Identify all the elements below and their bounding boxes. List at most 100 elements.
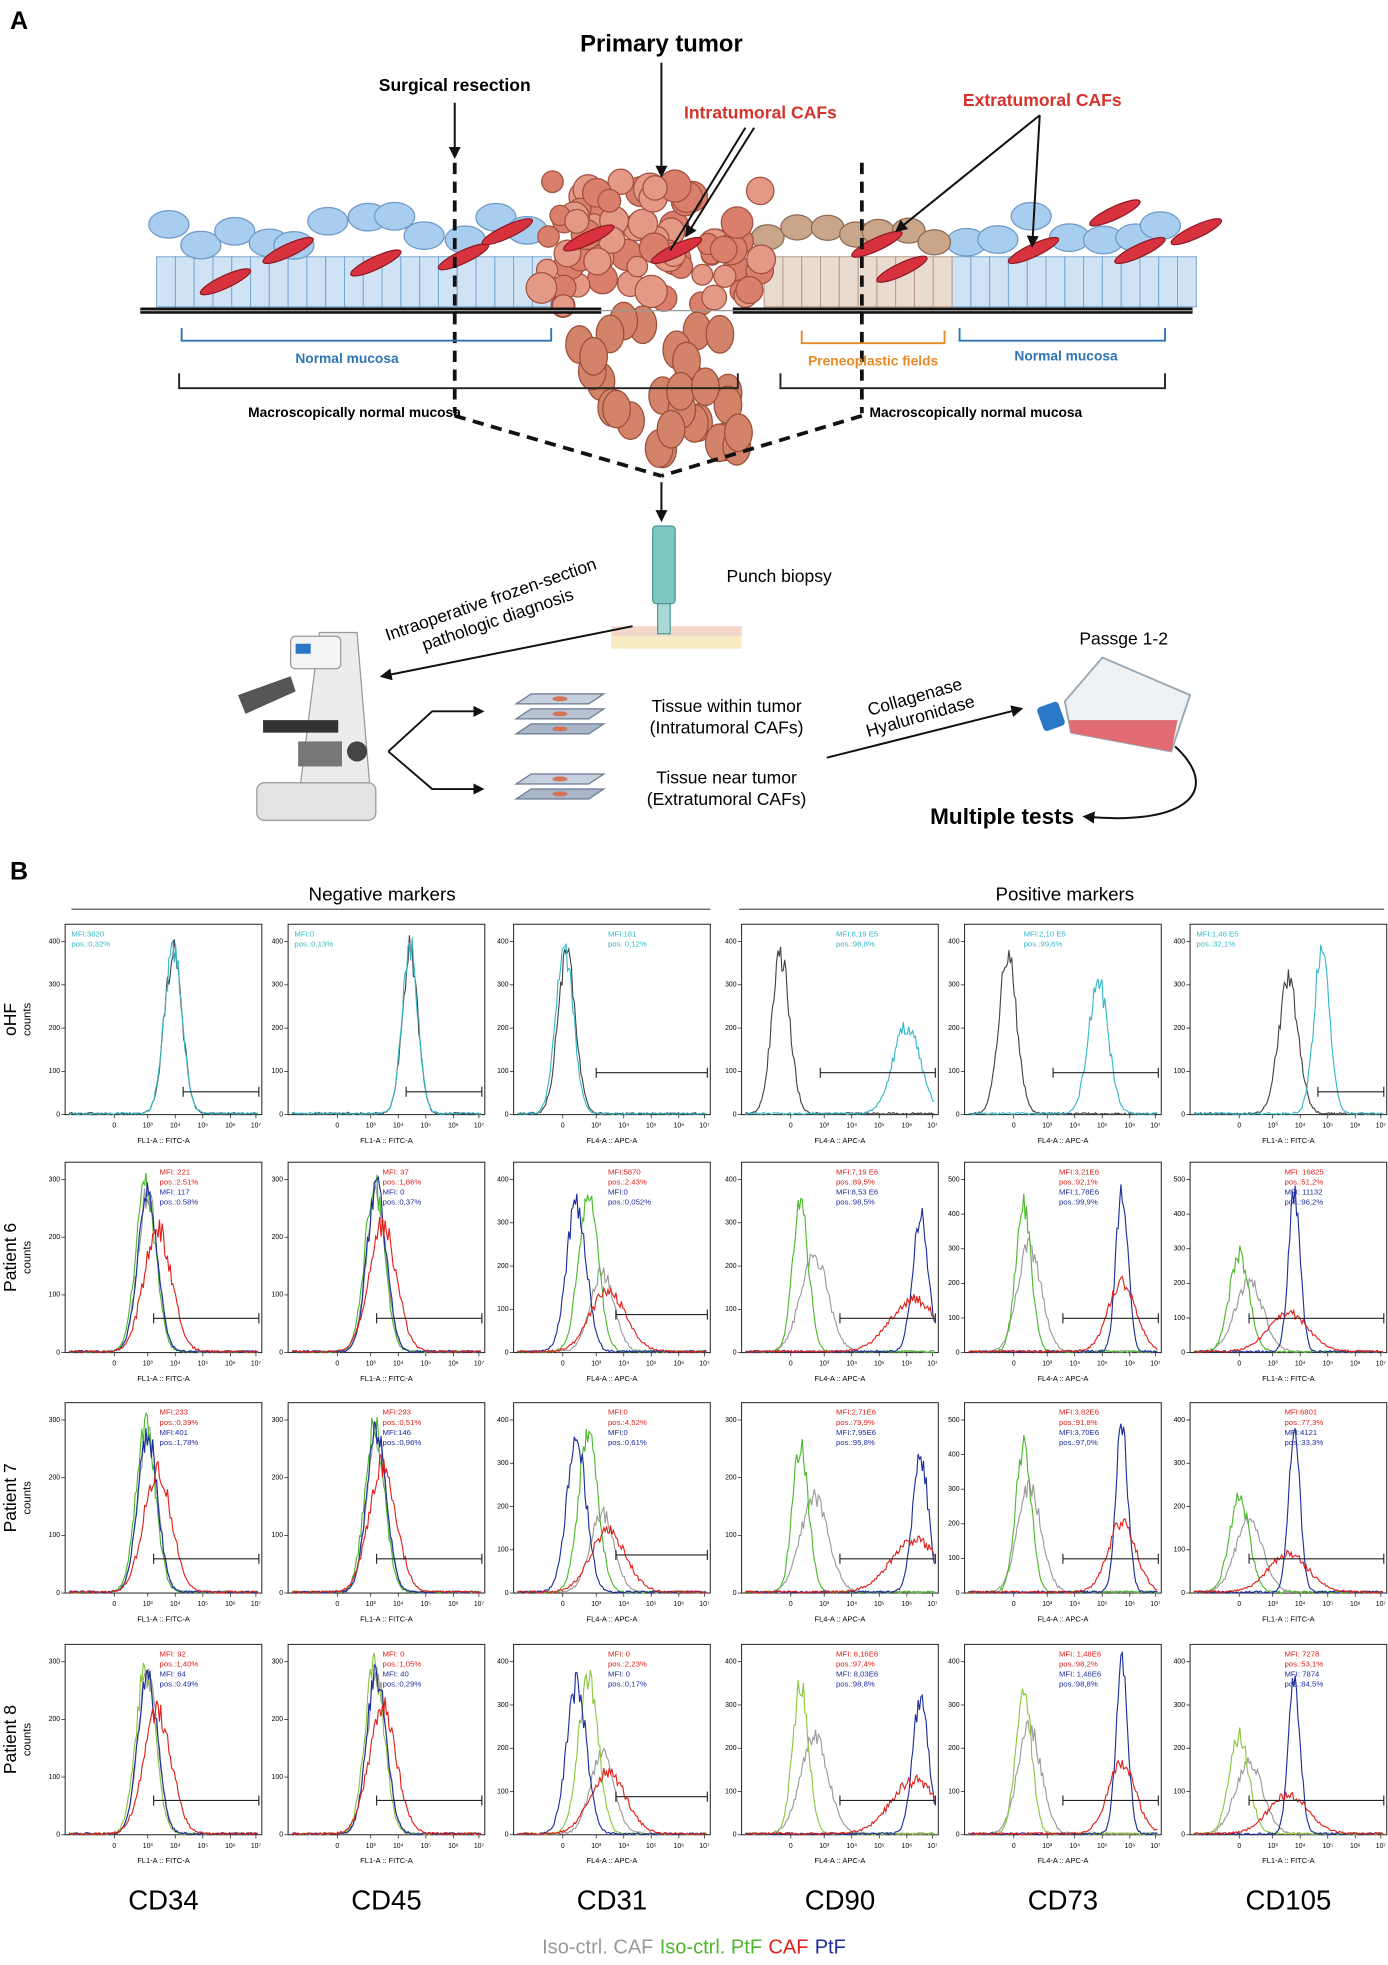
y-tick-label: 400: [49, 938, 61, 945]
x-axis-label: FL4-A :: APC-A: [815, 1856, 866, 1865]
y-tick-label: 400: [948, 1211, 960, 1218]
stat-label: pos.:0,61%: [608, 1438, 647, 1447]
epithelial-cell: [287, 256, 308, 308]
cell: [917, 229, 952, 256]
plot-frame: [741, 923, 939, 1116]
histogram-curve: [291, 1217, 481, 1354]
y-tick-label: 0: [733, 1111, 737, 1118]
x-tick-label: 10³: [366, 1361, 377, 1368]
x-tick-label: 10⁷: [699, 1361, 710, 1368]
y-tick-label: 400: [1174, 1659, 1186, 1666]
x-axis-label: FL4-A :: APC-A: [815, 1374, 866, 1383]
marker-label: CD73: [1028, 1885, 1098, 1916]
y-tick-label: 100: [948, 1068, 960, 1075]
stat-label: MFI: 6,16E6: [836, 1649, 878, 1658]
x-tick-label: 10⁴: [393, 1361, 404, 1368]
tumor-cell: [713, 264, 737, 288]
tumor-cell: [691, 263, 714, 286]
y-tick-label: 200: [497, 1745, 509, 1752]
label: (Extratumoral CAFs): [647, 789, 807, 809]
y-tick-label: 400: [497, 1417, 509, 1424]
gate: [839, 1313, 936, 1324]
epithelial-cell: [1026, 256, 1047, 308]
plot-frame: [64, 1161, 263, 1354]
plot-frame: [513, 1643, 711, 1836]
x-tick-label: 0: [112, 1601, 116, 1608]
epithelial-cell: [782, 256, 803, 308]
x-tick-label: 10⁵: [198, 1601, 209, 1608]
y-tick-label: 400: [1174, 1417, 1186, 1424]
legend-item: Iso-ctrl. PtF: [660, 1937, 762, 1959]
marker-label: CD45: [351, 1885, 421, 1916]
x-tick-label: 0: [789, 1123, 793, 1130]
histogram-curve: [517, 946, 707, 1116]
marker-label: CD90: [805, 1885, 875, 1916]
diagnosis-label: Intraoperative frozen-section pathologic…: [382, 554, 598, 655]
y-tick-label: 300: [497, 1702, 509, 1709]
histogram-curve: [745, 1773, 935, 1836]
histogram-curve: [517, 1671, 707, 1836]
gate: [1248, 1553, 1385, 1564]
x-tick-label: 10⁴: [618, 1843, 629, 1850]
stat-label: pos.:0,39%: [160, 1418, 199, 1427]
y-tick-label: 100: [272, 1532, 284, 1539]
x-tick-label: 10⁵: [198, 1843, 209, 1850]
epithelial-cell: [970, 256, 991, 308]
x-tick-label: 0: [1012, 1361, 1016, 1368]
y-tick-label: 100: [725, 1788, 737, 1795]
y-tick-label: 300: [725, 1417, 737, 1424]
x-tick-label: 0: [335, 1123, 339, 1130]
x-tick-label: 10³: [819, 1361, 830, 1368]
y-tick-label: 400: [948, 1451, 960, 1458]
x-tick-label: 10⁷: [1376, 1843, 1387, 1850]
tumor-cell: [607, 168, 635, 196]
stat-label: MFI:2,71E6: [836, 1408, 876, 1417]
y-tick-label: 400: [725, 938, 737, 945]
epithelial-cell: [951, 256, 972, 308]
plot-frame: [513, 923, 711, 1116]
y-tick-label: 200: [1174, 1280, 1186, 1287]
x-axis-label: FL1-A :: FITC-A: [360, 1374, 413, 1383]
label: Punch biopsy: [727, 566, 832, 586]
x-tick-label: 0: [1012, 1843, 1016, 1850]
stat-label: MFI: 1,46E6: [1059, 1669, 1101, 1678]
x-tick-label: 10⁴: [393, 1123, 404, 1130]
stat-label: MFI: 0: [383, 1649, 405, 1658]
gate: [376, 1313, 483, 1324]
x-axis-label: FL4-A :: APC-A: [1037, 1136, 1088, 1145]
x-tick-label: 10⁵: [874, 1361, 885, 1368]
row-label: oHF: [0, 1003, 20, 1036]
x-tick-label: 10⁶: [674, 1123, 685, 1130]
label: (Intratumoral CAFs): [650, 718, 804, 738]
label: Surgical resection: [379, 75, 531, 95]
stat-label: pos.:0,17%: [608, 1680, 647, 1689]
histogram-curve: [517, 943, 707, 1116]
y-tick-label: 100: [1174, 1788, 1186, 1795]
stat-label: MFI: 0: [608, 1649, 630, 1658]
tumor-cell: [642, 175, 668, 201]
y-tick-label: 300: [49, 982, 61, 989]
y-tick-label: 100: [272, 1292, 284, 1299]
y-tick-label: 200: [725, 1025, 737, 1032]
y-tick-label: 0: [733, 1590, 737, 1597]
histogram-curve: [968, 1478, 1158, 1595]
x-tick-label: 10⁵: [646, 1361, 657, 1368]
histogram-curve: [1193, 1791, 1384, 1836]
stat-label: MFI: 117: [160, 1187, 190, 1196]
y-tick-label: 0: [733, 1832, 737, 1839]
x-tick-label: 10⁴: [393, 1843, 404, 1850]
histogram-curve: [745, 1693, 935, 1836]
y-tick-label: 400: [725, 1176, 737, 1183]
x-tick-label: 0: [335, 1601, 339, 1608]
x-tick-label: 10⁵: [1322, 1601, 1333, 1608]
punch-tool: [611, 525, 742, 649]
label: Macroscopically normal mucosa: [870, 405, 1083, 420]
histogram-curve: [745, 1207, 935, 1354]
x-axis-label: FL1-A :: FITC-A: [360, 1856, 413, 1865]
x-tick-label: 10⁵: [421, 1361, 432, 1368]
microscope: [238, 631, 377, 821]
y-tick-label: 0: [956, 1349, 960, 1356]
